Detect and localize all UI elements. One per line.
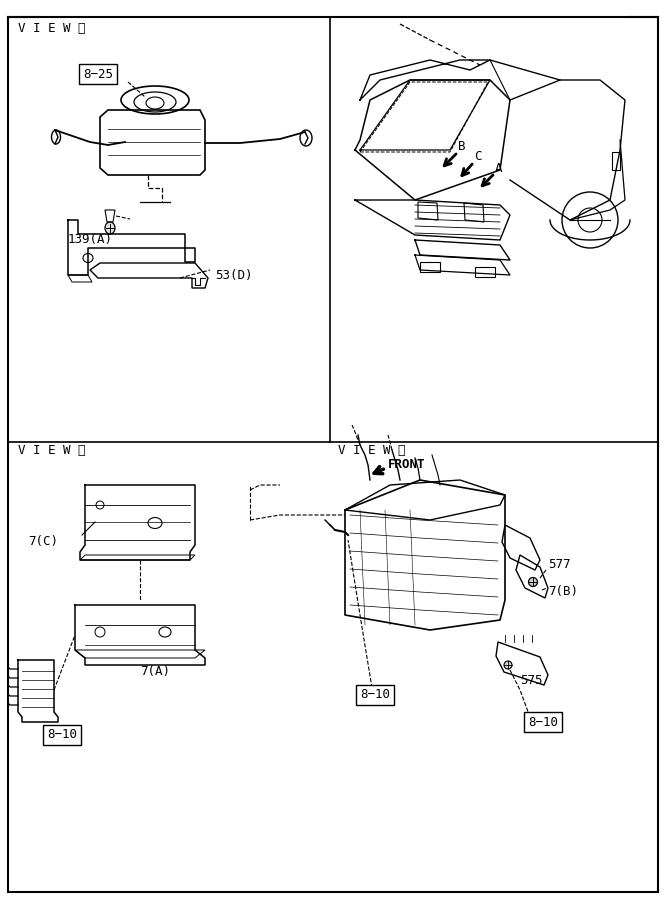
- Bar: [612, 152, 620, 170]
- Ellipse shape: [528, 578, 538, 587]
- Text: B: B: [458, 140, 466, 154]
- Ellipse shape: [105, 222, 115, 234]
- Text: 577: 577: [548, 559, 570, 572]
- Text: C: C: [474, 150, 482, 164]
- Text: FRONT: FRONT: [388, 458, 426, 472]
- Text: 8−10: 8−10: [47, 728, 77, 742]
- Ellipse shape: [504, 661, 512, 669]
- Text: 8−25: 8−25: [83, 68, 113, 80]
- Text: V I E W Ⓐ: V I E W Ⓐ: [18, 22, 85, 34]
- Text: 53(D): 53(D): [215, 268, 253, 282]
- Text: 8−10: 8−10: [360, 688, 390, 701]
- Text: V I E W Ⓑ: V I E W Ⓑ: [18, 444, 85, 456]
- Text: V I E W Ⓒ: V I E W Ⓒ: [338, 444, 406, 456]
- Text: 7(A): 7(A): [140, 665, 170, 679]
- Text: A: A: [496, 161, 503, 175]
- Text: 7(B): 7(B): [548, 586, 578, 598]
- Bar: [420, 262, 440, 272]
- Bar: [475, 267, 495, 277]
- Text: 7(C): 7(C): [28, 536, 58, 548]
- Text: 8−10: 8−10: [528, 716, 558, 728]
- Text: 575: 575: [520, 673, 542, 687]
- Text: 139(A): 139(A): [68, 233, 113, 247]
